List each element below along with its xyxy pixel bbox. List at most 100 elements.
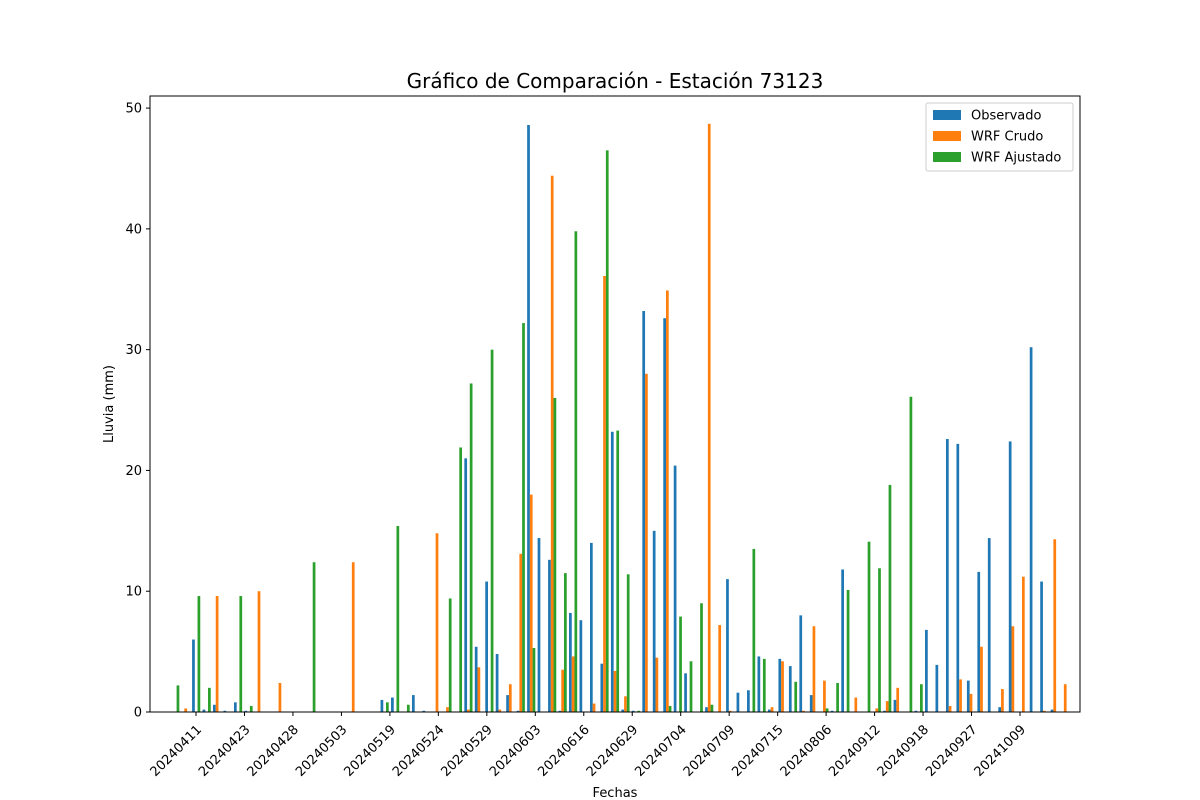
bar-observado — [652, 530, 656, 712]
x-tick-label: 20240428 — [245, 722, 302, 779]
bar-wrf-ajustado — [396, 525, 400, 712]
x-tick-label: 20240629 — [584, 722, 641, 779]
bar-wrf-ajustado — [794, 681, 798, 712]
y-tick-label: 20 — [125, 464, 142, 479]
bar-observado — [474, 646, 478, 712]
bar-wrf-crudo — [351, 562, 355, 712]
bar-observado — [788, 666, 792, 712]
bar-observado — [757, 656, 761, 712]
bar-wrf-crudo — [435, 533, 439, 712]
bar-wrf-crudo — [446, 707, 449, 712]
x-tick-label: 20240529 — [438, 722, 495, 779]
bar-observado — [506, 695, 509, 712]
bar-wrf-ajustado — [679, 616, 682, 712]
bar-observado — [380, 699, 384, 712]
bar-wrf-ajustado — [616, 430, 620, 712]
x-tick-label: 20240616 — [535, 722, 592, 779]
bar-wrf-ajustado — [574, 231, 578, 712]
bar-wrf-ajustado — [197, 596, 201, 712]
bar-wrf-crudo — [854, 697, 858, 712]
bar-observado — [631, 710, 635, 712]
y-tick-label: 0 — [134, 706, 142, 721]
bar-wrf-crudo — [645, 373, 648, 712]
bar-wrf-ajustado — [689, 661, 693, 712]
bar-observado — [213, 704, 216, 712]
bar-observado — [233, 702, 237, 712]
x-tick-label: 20240927 — [923, 722, 980, 779]
bar-wrf-crudo — [603, 275, 606, 712]
bar-wrf-crudo — [948, 705, 952, 712]
bar-observado — [495, 654, 499, 712]
bar-wrf-ajustado — [920, 684, 923, 712]
bar-wrf-ajustado — [448, 598, 452, 712]
bar-observado — [809, 695, 813, 712]
bar-wrf-crudo — [770, 707, 774, 712]
bar-wrf-crudo — [1001, 689, 1004, 712]
bar-observado — [621, 709, 625, 712]
y-axis-label: Lluvia (mm) — [102, 365, 117, 443]
bar-observado — [767, 709, 771, 712]
bar-observado — [537, 538, 541, 712]
x-tick-label: 20240709 — [681, 722, 738, 779]
bar-observado — [391, 697, 394, 712]
x-tick-label: 20240918 — [875, 722, 932, 779]
bar-observado — [977, 571, 981, 712]
x-tick-label: 20240503 — [293, 722, 350, 779]
legend-label-wrf-crudo: WRF Crudo — [971, 130, 1043, 145]
bar-wrf-ajustado — [878, 568, 881, 712]
bar-observado — [935, 664, 939, 712]
bar-wrf-crudo — [707, 123, 711, 712]
bar-wrf-ajustado — [406, 704, 410, 712]
bar-observado — [987, 538, 991, 712]
x-axis: 2024041120240423202404282024050320240519… — [148, 712, 1029, 780]
legend-swatch-wrf-crudo — [933, 131, 961, 141]
bar-observado — [966, 680, 970, 712]
bar-observado — [673, 465, 677, 712]
y-tick-label: 30 — [125, 343, 142, 358]
x-tick-label: 20240806 — [778, 722, 835, 779]
legend-swatch-observado — [933, 110, 961, 120]
bar-wrf-crudo — [812, 626, 816, 712]
bar-observado — [516, 710, 520, 712]
bar-wrf-crudo — [896, 687, 900, 712]
bar-wrf-ajustado — [239, 596, 243, 712]
bar-wrf-ajustado — [553, 397, 557, 712]
bar-wrf-ajustado — [469, 383, 473, 712]
bar-wrf-ajustado — [564, 573, 567, 712]
x-tick-label: 20241009 — [972, 722, 1029, 779]
legend-label-observado: Observado — [971, 109, 1042, 124]
y-tick-label: 10 — [125, 585, 142, 600]
bar-wrf-ajustado — [909, 396, 913, 712]
bar-observado — [1050, 709, 1054, 712]
bar-observado — [485, 581, 488, 712]
bar-wrf-crudo — [613, 670, 617, 712]
bar-observado — [1029, 347, 1033, 712]
chart-title: Gráfico de Comparación - Estación 73123 — [407, 69, 824, 93]
bar-wrf-ajustado — [668, 705, 672, 712]
plot-frame — [149, 95, 1081, 713]
bar-wrf-crudo — [477, 667, 481, 712]
bar-wrf-crudo — [550, 175, 554, 713]
bar-wrf-crudo — [1011, 626, 1015, 712]
x-tick-label: 20240715 — [729, 722, 786, 779]
bar-wrf-crudo — [529, 494, 533, 712]
bar-observado — [945, 439, 949, 712]
bar-observado — [893, 699, 897, 712]
bar-wrf-crudo — [781, 661, 784, 712]
bar-wrf-crudo — [624, 696, 627, 712]
bar-observado — [223, 710, 227, 712]
bar-wrf-ajustado — [249, 705, 253, 712]
x-tick-label: 20240603 — [487, 722, 544, 779]
x-tick-label: 20240524 — [390, 722, 447, 779]
bar-wrf-crudo — [184, 708, 188, 712]
bar-observado — [925, 629, 928, 712]
bar-wrf-crudo — [571, 656, 575, 712]
bar-observado — [422, 710, 426, 712]
bar-wrf-crudo — [215, 596, 219, 712]
bar-wrf-crudo — [885, 701, 889, 712]
bar-observado — [998, 707, 1002, 712]
bar-observado — [663, 318, 666, 712]
bar-observado — [726, 579, 729, 712]
bar-wrf-crudo — [980, 646, 983, 712]
bar-observado — [569, 612, 572, 712]
